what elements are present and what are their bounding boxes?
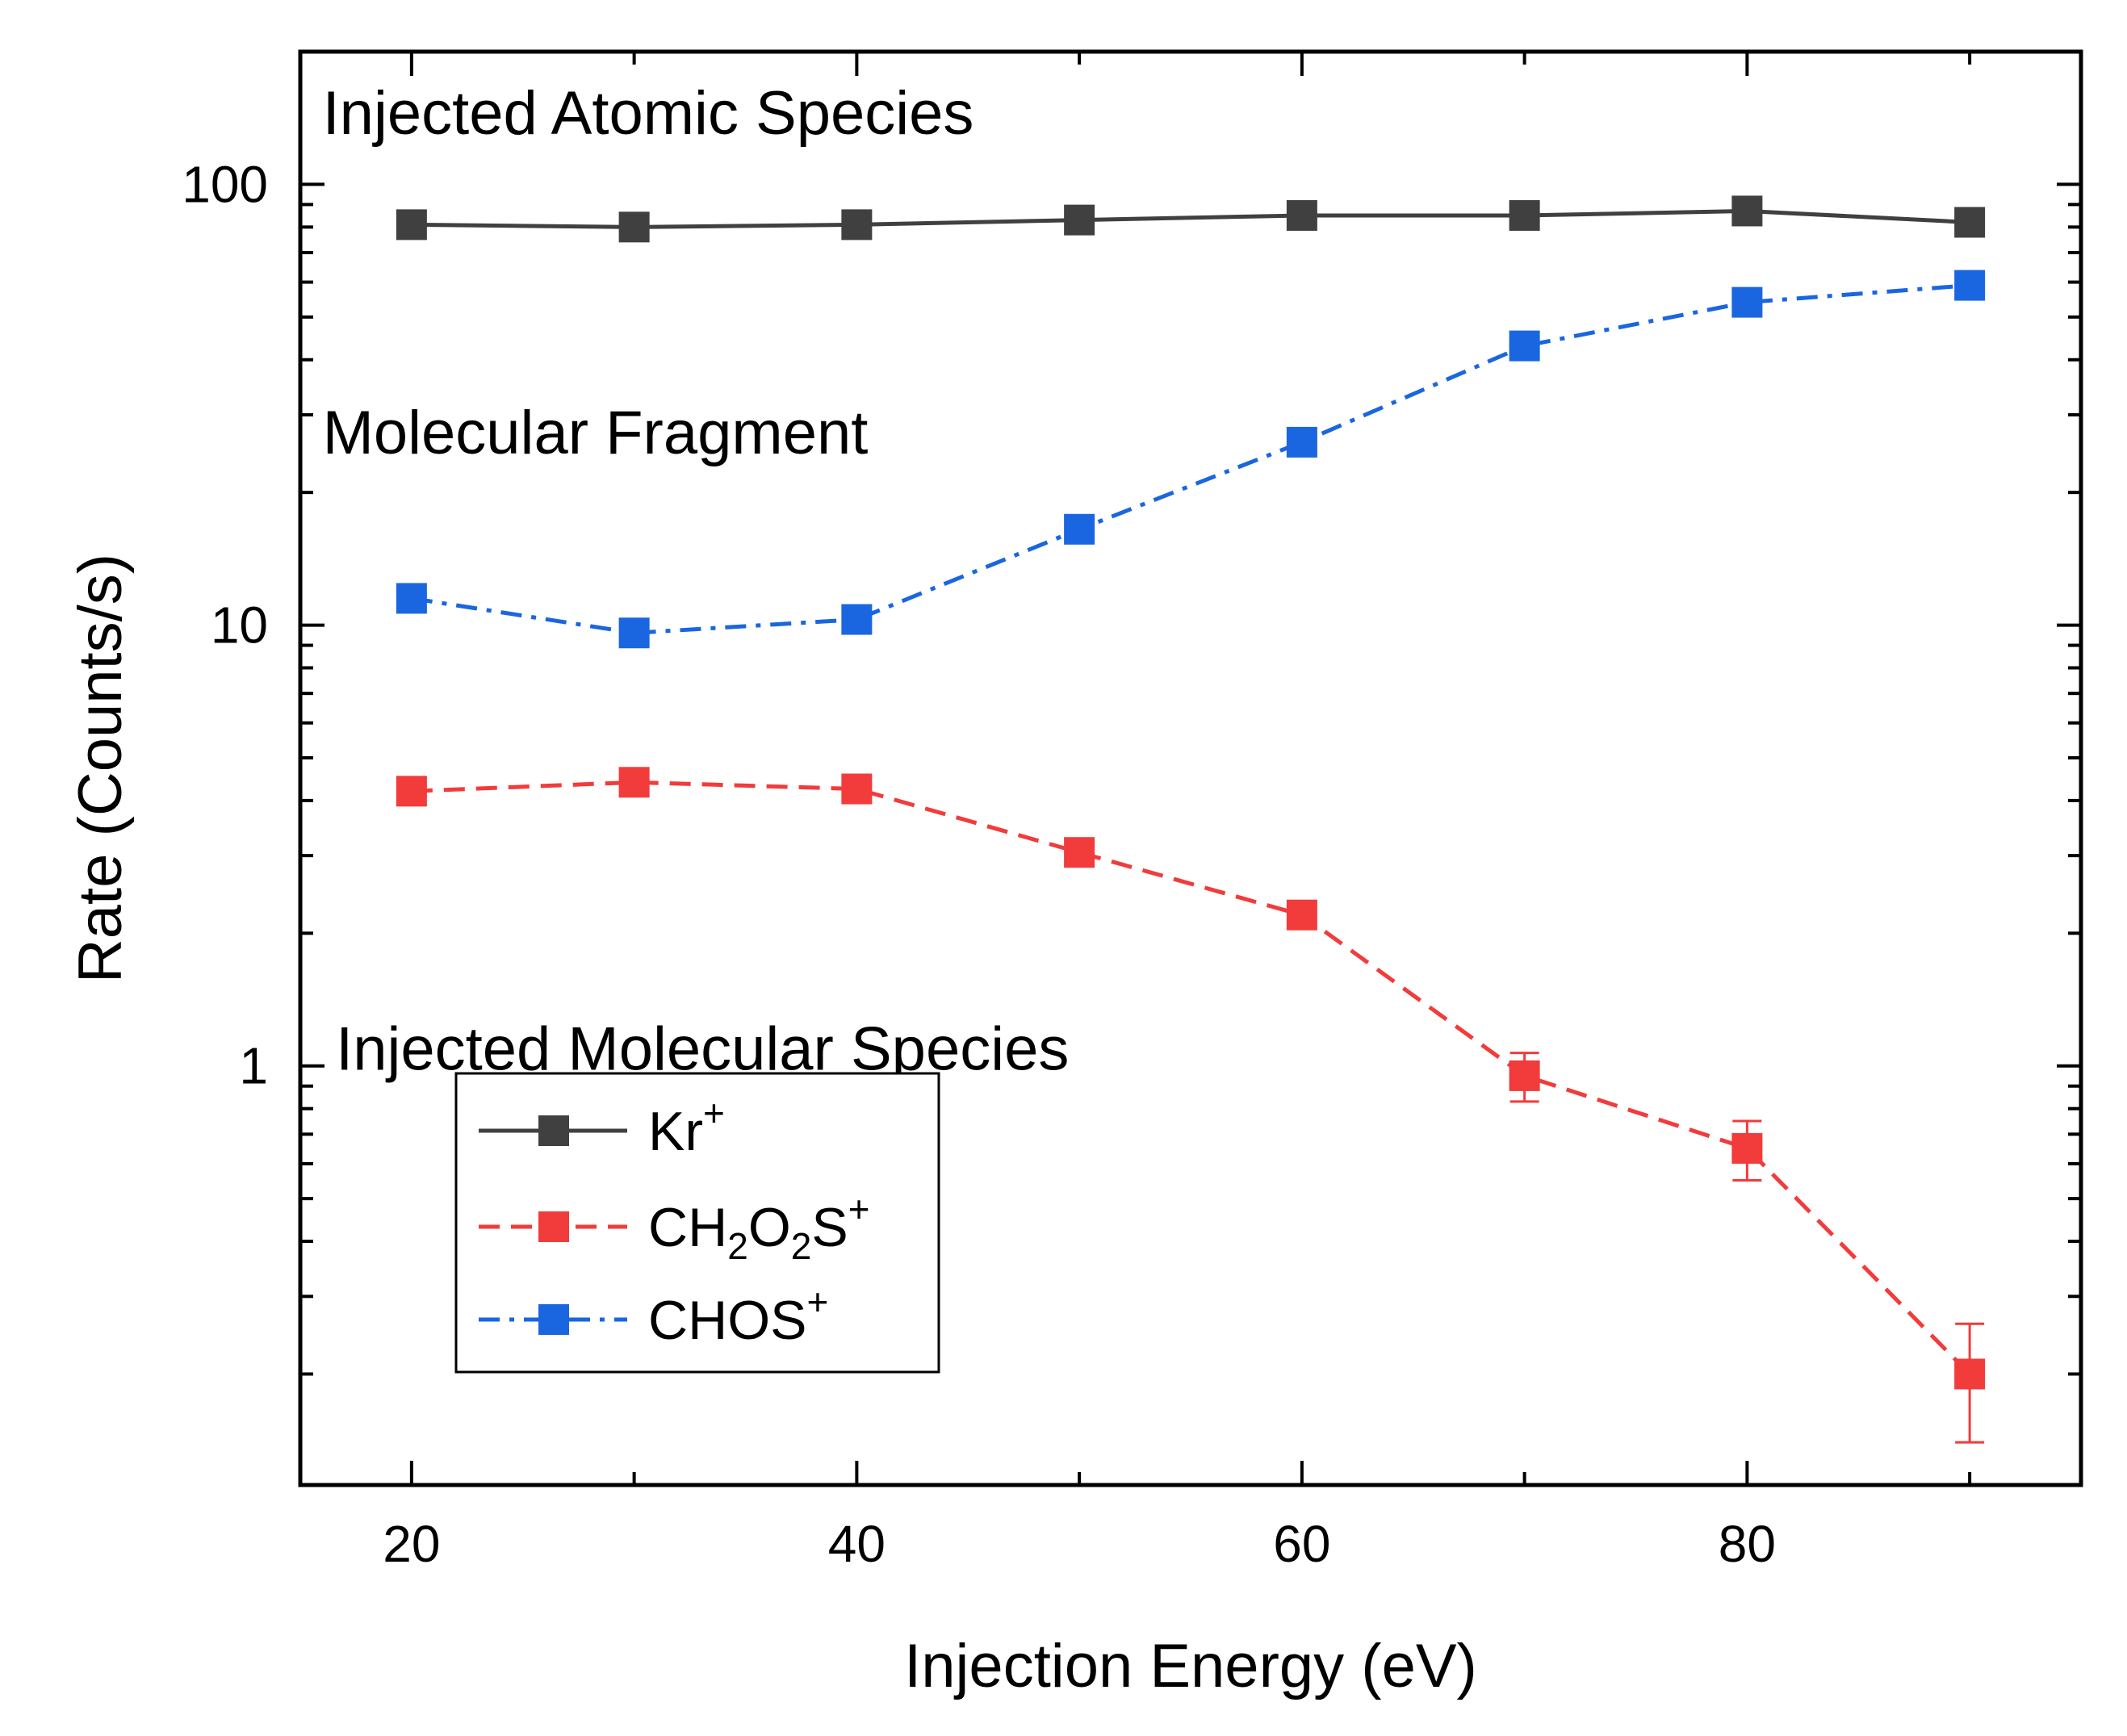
data-point bbox=[618, 767, 650, 798]
y-tick-label: 10 bbox=[211, 596, 268, 655]
x-tick-label: 20 bbox=[383, 1515, 440, 1573]
data-point bbox=[841, 773, 873, 805]
data-point bbox=[396, 209, 427, 241]
y-tick-label: 1 bbox=[239, 1037, 268, 1095]
data-point bbox=[1954, 270, 1986, 301]
legend-label: Kr+ bbox=[648, 1092, 725, 1162]
tick-marks bbox=[300, 50, 2081, 1485]
series-0 bbox=[396, 195, 1986, 243]
annotation-label: Injected Atomic Species bbox=[323, 79, 974, 148]
data-point bbox=[1509, 330, 1540, 362]
x-axis-title: Injection Energy (eV) bbox=[904, 1632, 1477, 1700]
x-tick-label: 80 bbox=[1719, 1515, 1776, 1573]
data-point bbox=[841, 604, 873, 635]
data-point bbox=[1509, 1060, 1540, 1091]
x-tick-label: 60 bbox=[1273, 1515, 1330, 1573]
x-tick-label: 40 bbox=[828, 1515, 886, 1573]
data-point bbox=[1064, 513, 1095, 545]
legend-label: CHOS+ bbox=[648, 1281, 828, 1351]
data-point bbox=[1731, 195, 1763, 227]
series-2 bbox=[396, 270, 1986, 649]
data-point bbox=[841, 209, 873, 241]
series-1 bbox=[396, 767, 1986, 1444]
data-point bbox=[396, 776, 427, 807]
data-point bbox=[396, 583, 427, 614]
legend-marker bbox=[538, 1115, 569, 1146]
series-line bbox=[411, 780, 1971, 1376]
plot-series bbox=[396, 195, 1986, 1444]
data-point bbox=[1954, 1358, 1986, 1390]
data-point bbox=[1064, 204, 1095, 236]
y-axis-title: Rate (Counts/s) bbox=[66, 554, 135, 983]
legend-marker bbox=[538, 1211, 569, 1242]
annotation-label: Molecular Fragment bbox=[323, 399, 869, 467]
tick-labels: 20 40 60 80 1 10 100 bbox=[182, 155, 1776, 1573]
legend-label: CH2O2S+ bbox=[648, 1188, 870, 1267]
annotations: Injected Atomic Species Molecular Fragmen… bbox=[323, 79, 1070, 1083]
data-point bbox=[1286, 199, 1317, 231]
data-point bbox=[1064, 837, 1095, 868]
legend: Kr+ CH2O2S+ CHOS+ bbox=[454, 1072, 940, 1374]
legend-box bbox=[454, 1072, 940, 1374]
data-point bbox=[1731, 1132, 1763, 1164]
series-line bbox=[411, 208, 1970, 229]
y-tick-label: 100 bbox=[182, 155, 268, 213]
legend-marker bbox=[538, 1304, 569, 1335]
series-line bbox=[411, 283, 1970, 635]
data-point bbox=[1731, 287, 1763, 318]
data-point bbox=[1954, 207, 1986, 238]
data-point bbox=[618, 617, 650, 649]
data-point bbox=[1286, 426, 1317, 458]
data-point bbox=[1509, 199, 1540, 231]
plot-frame bbox=[298, 49, 2083, 1487]
annotation-label: Injected Molecular Species bbox=[336, 1015, 1069, 1084]
data-point bbox=[618, 211, 650, 243]
data-point bbox=[1286, 899, 1317, 931]
